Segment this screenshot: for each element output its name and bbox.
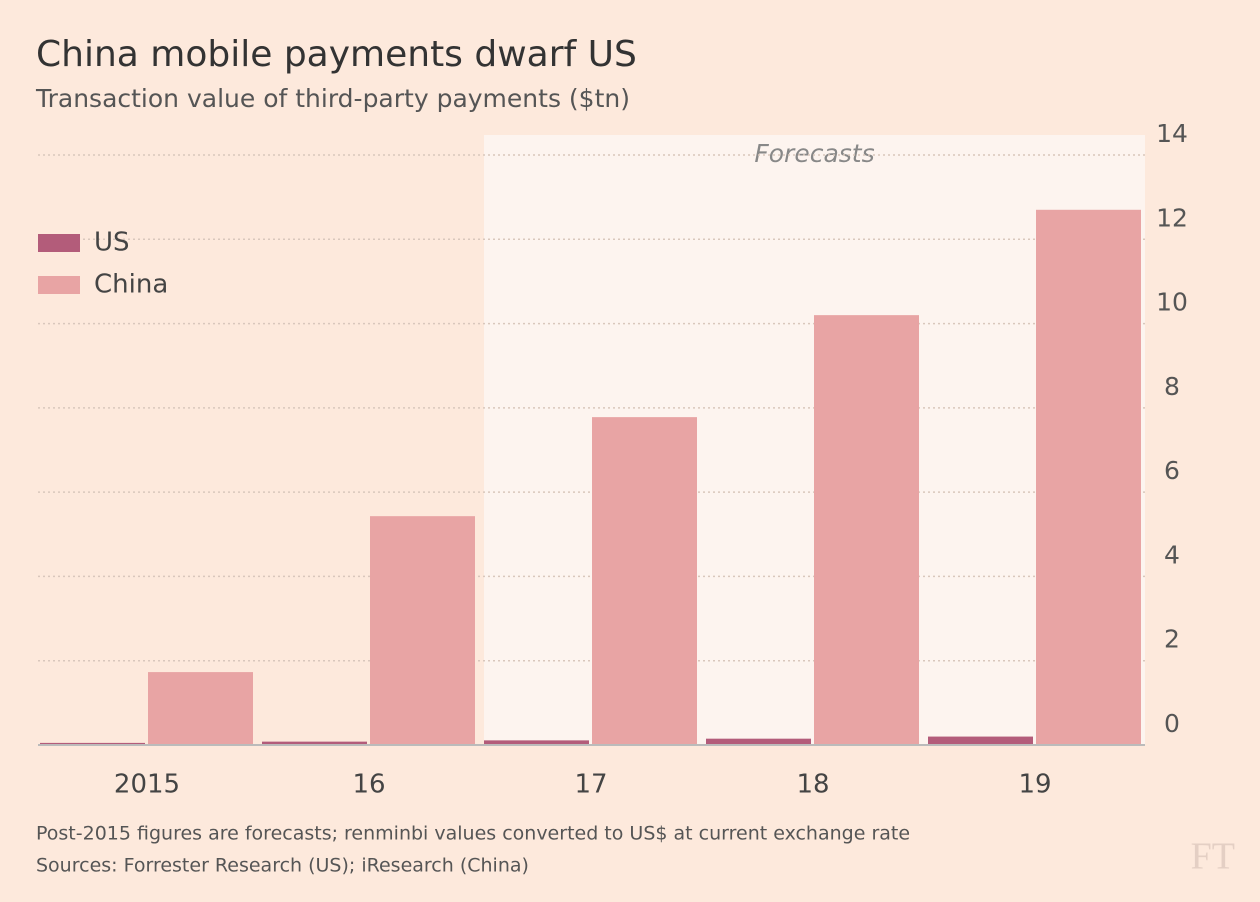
y-tick-label: 0 [1164,709,1180,738]
logo: FT [1191,836,1235,878]
y-tick-label: 8 [1164,372,1180,401]
x-tick-label: 17 [574,770,607,800]
legend-swatch [38,276,80,294]
chart-title: China mobile payments dwarf US [36,34,637,75]
bar [370,516,475,745]
bar [262,741,367,745]
chart-subtitle: Transaction value of third-party payment… [35,84,630,113]
x-tick-label: 19 [1018,770,1051,800]
x-tick-label: 18 [796,770,829,800]
x-tick-label: 2015 [114,770,180,800]
y-tick-label: 14 [1156,119,1188,148]
y-tick-label: 10 [1156,288,1188,317]
note: Post-2015 figures are forecasts; renminb… [36,823,910,845]
bar [706,738,811,745]
bar [148,672,253,745]
y-tick-label: 4 [1164,540,1180,569]
bar [484,740,589,745]
bar [1036,209,1141,746]
forecast-label: Forecasts [754,139,874,168]
y-tick-label: 6 [1164,456,1180,485]
legend-swatch [38,234,80,252]
y-tick-label: 12 [1156,203,1188,232]
bar [928,736,1033,745]
bar [814,315,919,745]
x-tick-label: 16 [352,770,385,800]
y-tick-label: 2 [1164,625,1180,654]
legend-label: China [94,270,168,300]
legend-label: US [94,228,130,258]
bar [40,742,145,745]
source: Sources: Forrester Research (US); iResea… [36,855,529,877]
bar [592,417,697,745]
